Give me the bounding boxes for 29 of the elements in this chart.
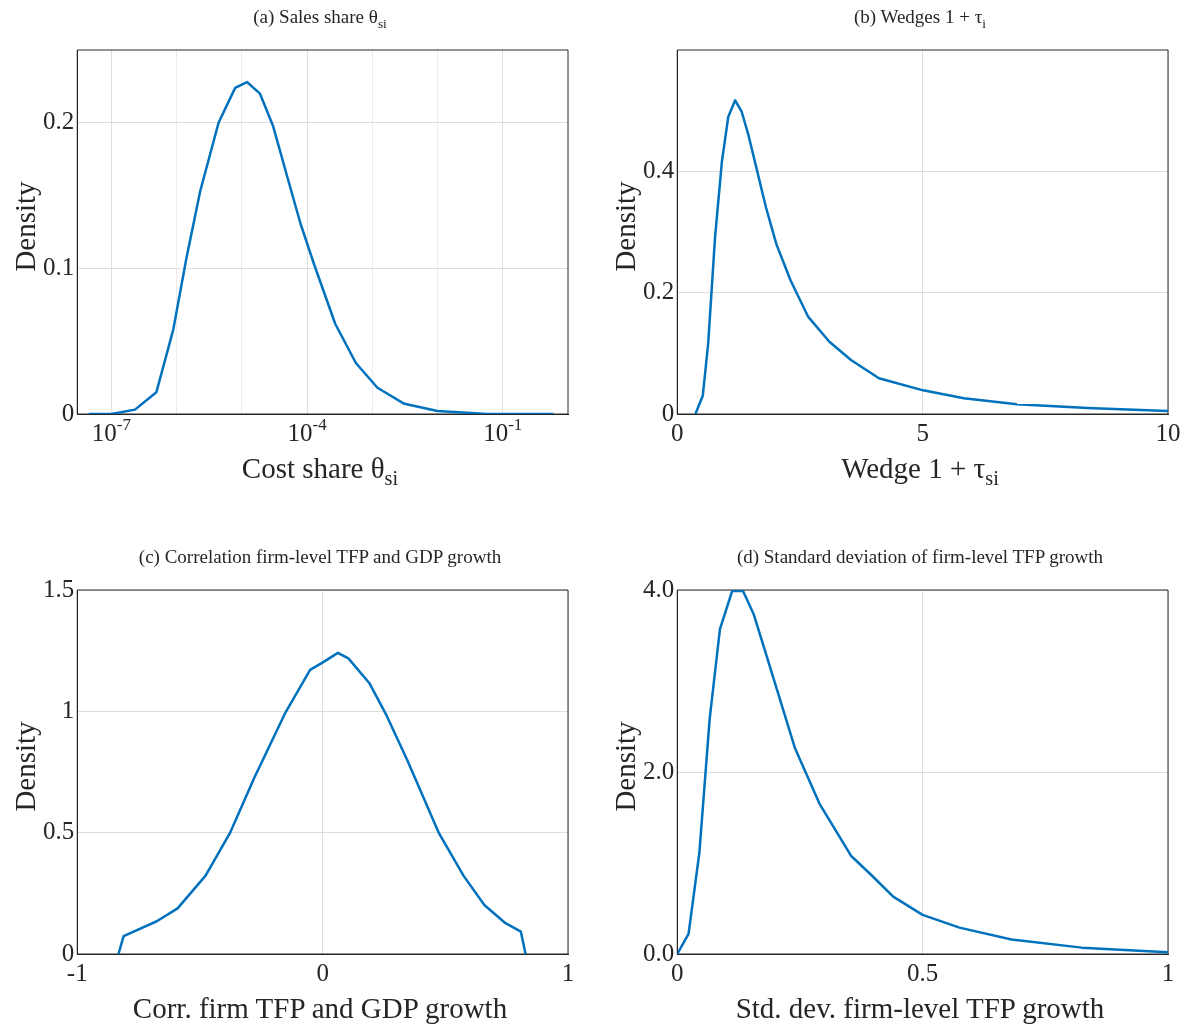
y-tick-label: 0.1	[43, 252, 75, 280]
y-tick-label: 0.5	[43, 817, 75, 845]
y-tick-label: 1.5	[43, 574, 75, 602]
y-tick-label: 0.0	[643, 938, 675, 966]
x-tick-label: 0.5	[907, 959, 939, 987]
x-axis-title: Wedge 1 + τ$_{si}$	[840, 452, 1000, 490]
y-tick-label: 0.4	[643, 155, 675, 183]
y-axis-title: Density	[608, 180, 642, 274]
x-axis-title: Std. dev. firm-level TFP growth	[734, 992, 1106, 1025]
x-axis-title: Cost share θ$_{si}$	[240, 452, 400, 490]
y-axis-title: Density	[608, 720, 642, 814]
y-tick-label: 0.2	[643, 277, 675, 305]
y-axis-title: Density	[8, 720, 42, 814]
chart-title: (a) Sales share θ$_{si}$	[252, 6, 388, 32]
y-tick-label: 4.0	[643, 574, 675, 602]
y-tick-label: 1	[61, 695, 75, 723]
x-tick-label: 1	[1161, 959, 1175, 987]
chart-title: (d) Standard deviation of firm-level TFP growth	[735, 546, 1105, 568]
x-tick-label: 0	[316, 959, 329, 987]
x-tick-label: 5	[916, 419, 929, 447]
y-tick-label: 0.2	[43, 107, 75, 135]
y-tick-label: 2.0	[643, 756, 675, 784]
chart-title: (b) Wedges 1 + τ$_{i}$	[852, 6, 987, 32]
chart-title: (c) Correlation firm-level TFP and GDP growth	[137, 546, 503, 568]
x-tick-label: 1	[561, 959, 575, 987]
x-axis-title: Corr. firm TFP and GDP growth	[131, 992, 509, 1025]
x-tick-label: 10	[1155, 419, 1181, 447]
y-tick-label: 0	[61, 938, 75, 966]
y-axis-title: Density	[8, 180, 42, 274]
